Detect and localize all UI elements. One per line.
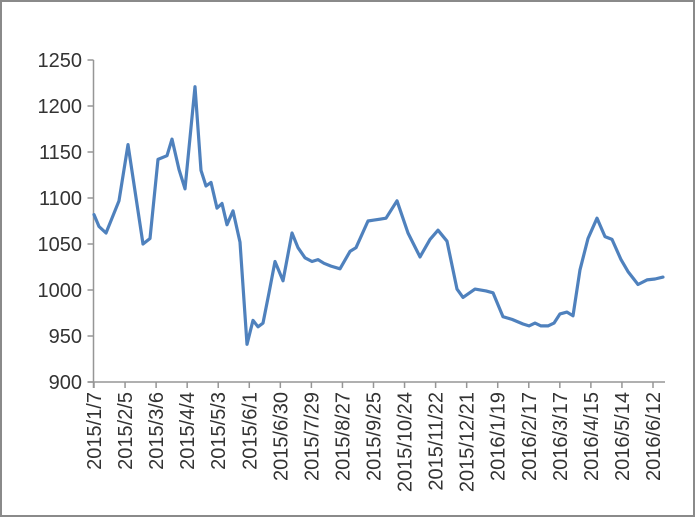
x-tick-label: 2015/12/21 (457, 392, 479, 492)
y-tick-label: 1050 (38, 234, 83, 256)
x-tick-label: 2016/4/15 (581, 392, 603, 481)
x-tick-label: 2015/6/1 (239, 392, 261, 470)
series-line (92, 85, 665, 346)
x-tick-label: 2016/6/12 (643, 392, 665, 481)
y-tick-label: 950 (49, 326, 82, 348)
x-tick-label: 2016/5/14 (612, 392, 634, 481)
y-tick-label: 1150 (39, 142, 82, 164)
x-tick-label: 2015/4/4 (177, 392, 199, 470)
y-tick-label: 1200 (38, 96, 83, 118)
x-tick-label: 2015/6/30 (270, 392, 292, 481)
x-tick-label: 2015/2/5 (115, 392, 137, 470)
x-tick-label: 2016/1/19 (488, 392, 510, 481)
x-tick-label: 2015/10/24 (395, 392, 417, 492)
x-tick-label: 2015/8/27 (332, 392, 354, 481)
x-tick-label: 2015/7/29 (301, 392, 323, 481)
x-tick-label: 2015/5/3 (208, 392, 230, 470)
y-tick-label: 1100 (39, 188, 82, 210)
x-tick-label: 2016/3/17 (550, 392, 572, 481)
x-tick-label: 2016/2/17 (519, 392, 541, 481)
y-tick-label: 1250 (38, 50, 83, 72)
y-tick-label: 900 (49, 372, 82, 394)
x-tick-label: 2015/1/7 (84, 392, 106, 470)
y-tick-label: 1000 (38, 280, 83, 302)
x-tick-label: 2015/3/6 (146, 392, 168, 470)
x-tick-label: 2015/11/22 (426, 392, 448, 491)
x-tick-label: 2015/9/25 (364, 392, 386, 481)
